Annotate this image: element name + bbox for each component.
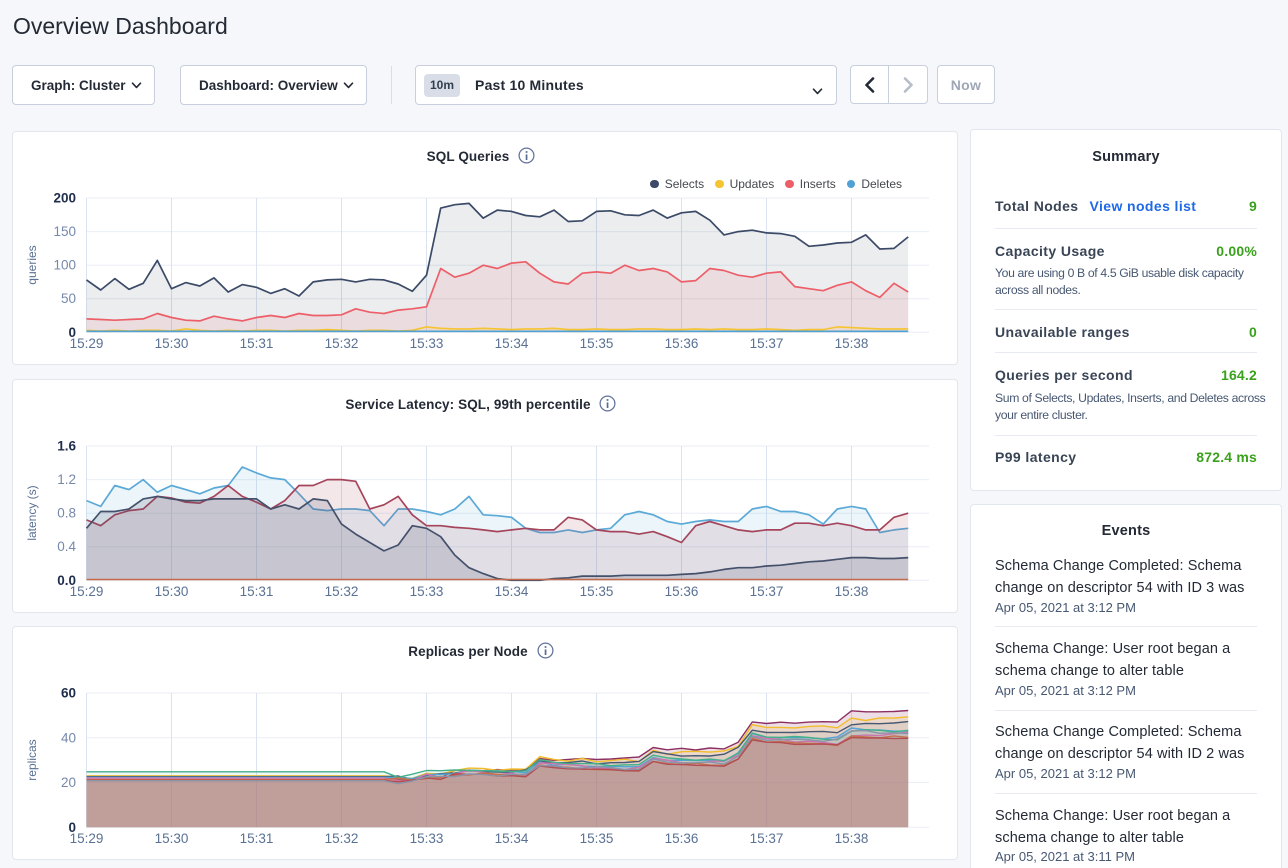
svg-text:15:33: 15:33	[410, 336, 444, 351]
svg-text:20: 20	[61, 775, 76, 790]
svg-text:150: 150	[53, 224, 76, 239]
svg-text:15:35: 15:35	[580, 831, 614, 846]
svg-text:40: 40	[61, 730, 76, 745]
svg-text:15:37: 15:37	[750, 336, 784, 351]
svg-text:0: 0	[68, 820, 76, 835]
svg-text:15:31: 15:31	[240, 831, 274, 846]
svg-text:60: 60	[61, 686, 76, 701]
svg-text:15:29: 15:29	[70, 584, 104, 599]
svg-text:latency (s): latency (s)	[25, 485, 39, 540]
svg-text:1.6: 1.6	[57, 439, 76, 454]
svg-text:15:36: 15:36	[665, 336, 699, 351]
svg-text:100: 100	[53, 258, 76, 273]
svg-text:15:31: 15:31	[240, 584, 274, 599]
svg-text:15:30: 15:30	[155, 831, 189, 846]
svg-text:15:31: 15:31	[240, 336, 274, 351]
svg-text:replicas: replicas	[25, 739, 39, 780]
svg-text:15:37: 15:37	[750, 831, 784, 846]
svg-text:15:34: 15:34	[495, 831, 529, 846]
svg-text:15:32: 15:32	[325, 336, 359, 351]
svg-text:15:30: 15:30	[155, 584, 189, 599]
svg-text:0.8: 0.8	[57, 506, 76, 521]
svg-text:15:33: 15:33	[410, 584, 444, 599]
svg-text:15:35: 15:35	[580, 584, 614, 599]
svg-text:15:35: 15:35	[580, 336, 614, 351]
svg-text:0.4: 0.4	[57, 539, 76, 554]
svg-text:200: 200	[53, 191, 76, 206]
svg-text:queries: queries	[25, 245, 39, 284]
svg-text:15:29: 15:29	[70, 831, 104, 846]
svg-text:0: 0	[68, 325, 76, 340]
svg-text:15:29: 15:29	[70, 336, 104, 351]
svg-text:15:36: 15:36	[665, 584, 699, 599]
svg-text:15:37: 15:37	[750, 584, 784, 599]
svg-text:15:32: 15:32	[325, 584, 359, 599]
svg-text:15:34: 15:34	[495, 584, 529, 599]
svg-text:15:30: 15:30	[155, 336, 189, 351]
svg-text:0.0: 0.0	[57, 573, 76, 588]
svg-text:15:36: 15:36	[665, 831, 699, 846]
svg-text:1.2: 1.2	[57, 472, 76, 487]
svg-text:15:38: 15:38	[835, 336, 869, 351]
svg-text:15:32: 15:32	[325, 831, 359, 846]
svg-text:50: 50	[61, 291, 76, 306]
svg-text:15:38: 15:38	[835, 831, 869, 846]
svg-text:15:34: 15:34	[495, 336, 529, 351]
svg-text:15:33: 15:33	[410, 831, 444, 846]
svg-text:15:38: 15:38	[835, 584, 869, 599]
